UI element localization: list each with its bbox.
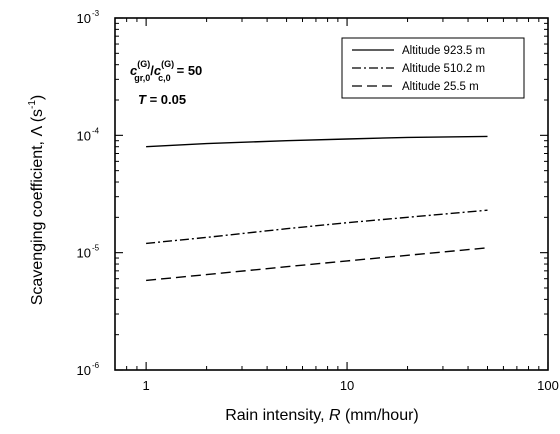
series-line-2: [146, 209, 488, 245]
y-title-suffix: ): [29, 95, 46, 100]
svg-text:c(G)gr,0/c(G)c,0= 50: c(G) gr,0/c(G) c,0 = 50: [130, 59, 202, 83]
x-tick-label: 10: [340, 378, 354, 393]
svg-text:T = 0.05: T = 0.05: [138, 92, 186, 107]
y-tick-exponent: -3: [92, 9, 100, 18]
series-line-1: [146, 135, 488, 148]
y-tick-label: 10: [77, 11, 91, 26]
y-title-exp: -1: [27, 100, 38, 109]
anno-t-value: = 0.05: [146, 92, 186, 107]
anno-c-symbol-2: c: [154, 63, 162, 78]
x-tick-label: 1: [143, 378, 150, 393]
anno-t-symbol: T: [138, 92, 147, 107]
anno-c-symbol: c: [130, 63, 138, 78]
y-tick-exponent: -4: [92, 126, 100, 135]
y-tick-label: 10: [77, 363, 91, 378]
annotation-temperature: T = 0.05: [138, 92, 186, 107]
anno-sup-g-1: (G): [137, 59, 150, 69]
x-title-prefix: Rain intensity,: [225, 407, 329, 424]
x-tick-label: 100: [537, 378, 559, 393]
x-title-symbol: R: [329, 407, 341, 424]
legend-label-2: Altitude 510.2 m: [402, 63, 485, 75]
anno-sub-c: c,0: [158, 73, 171, 83]
series-line-3: [146, 247, 488, 282]
x-title-suffix: (mm/hour): [341, 407, 419, 424]
plot-frame: [114, 17, 549, 371]
y-axis-title: Scavenging coefficient, Λ (s-1): [27, 95, 46, 306]
anno-ratio-value: = 50: [177, 63, 203, 78]
y-tick-label: 10: [77, 246, 91, 261]
legend-label-1: Altitude 923.5 m: [402, 45, 485, 57]
y-tick-exponent: -5: [92, 244, 100, 253]
anno-sup-g-2: (G): [161, 59, 174, 69]
y-tick-label: 10: [77, 128, 91, 143]
annotation-ratio: c(G) gr,0/c(G) c,0 = 50: [130, 59, 202, 83]
anno-slash: /: [150, 63, 154, 78]
y-tick-exponent: -6: [92, 361, 100, 370]
x-axis-title: Rain intensity, R (mm/hour): [225, 407, 419, 424]
anno-sub-gr: gr,0: [134, 73, 150, 83]
legend-label-3: Altitude 25.5 m: [402, 81, 479, 93]
y-title-prefix: Scavenging coefficient, Λ (s: [29, 109, 46, 305]
